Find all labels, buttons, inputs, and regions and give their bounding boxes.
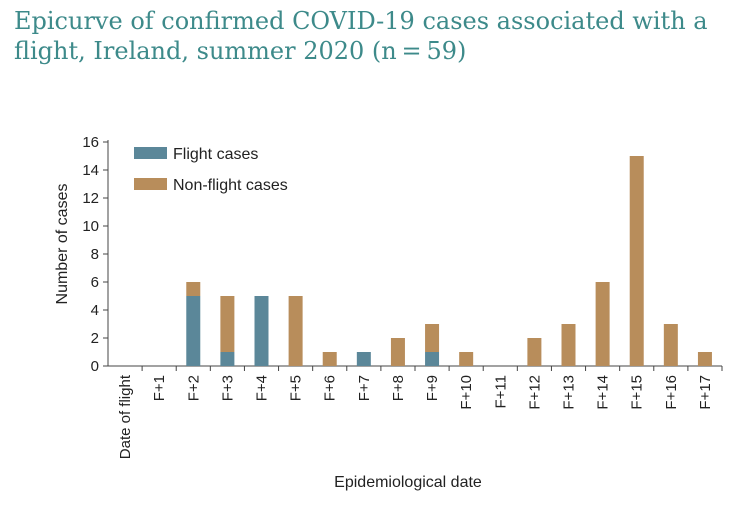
bar-flight-f-7 [356, 352, 371, 366]
x-tick-label: F+7 [356, 375, 373, 401]
x-tick-label: F+16 [663, 375, 680, 410]
bar-nonflight-f-8 [390, 338, 405, 366]
bar-nonflight-f-10 [459, 352, 474, 366]
x-tick-label: F+13 [561, 375, 578, 410]
x-tick-label: F+17 [697, 375, 714, 410]
bar-flight-f-4 [254, 296, 269, 366]
y-tick-label: 6 [91, 274, 99, 291]
x-tick-label: F+9 [424, 375, 441, 401]
bar-nonflight-f-3 [220, 296, 235, 352]
y-tick-label: 4 [91, 302, 99, 319]
bar-flight-f-3 [220, 352, 235, 366]
bar-flight-f-9 [425, 352, 440, 366]
x-tick-label: F+10 [458, 375, 475, 410]
x-axis-label: Epidemiological date [334, 474, 482, 491]
x-tick-label: F+4 [254, 375, 271, 401]
bar-nonflight-f-14 [595, 282, 610, 366]
bar-nonflight-f-15 [629, 156, 644, 366]
y-tick-label: 8 [91, 246, 99, 263]
x-tick-label: F+12 [526, 375, 543, 410]
bar-nonflight-f-16 [663, 324, 678, 366]
x-tick-label: F+2 [185, 375, 202, 401]
bar-nonflight-f-5 [288, 296, 303, 366]
y-tick-label: 2 [91, 330, 99, 347]
y-axis-label: Number of cases [54, 184, 71, 305]
y-tick-label: 10 [82, 218, 99, 235]
x-tick-label: F+14 [595, 375, 612, 410]
y-tick-label: 16 [82, 134, 99, 151]
bar-nonflight-f-13 [561, 324, 576, 366]
x-tick-label: F+5 [288, 375, 305, 401]
x-tick-label: F+1 [151, 375, 168, 401]
bar-nonflight-f-6 [322, 352, 337, 366]
y-tick-label: 12 [82, 190, 99, 207]
x-tick-label: F+8 [390, 375, 407, 401]
x-tick-label: F+15 [629, 375, 646, 410]
bar-nonflight-f-12 [527, 338, 542, 366]
y-tick-label: 14 [82, 162, 99, 179]
x-tick-label: Date of flight [117, 374, 134, 459]
bar-nonflight-f-17 [697, 352, 712, 366]
x-tick-label: F+6 [322, 375, 339, 401]
legend-swatch-flight [134, 147, 167, 159]
x-tick-label: F+11 [492, 375, 509, 409]
legend-swatch-nonflight [134, 178, 167, 190]
chart-title: Epicurve of confirmed COVID-19 cases ass… [14, 7, 708, 65]
legend-label-nonflight: Non-flight cases [173, 177, 288, 194]
legend-label-flight: Flight cases [173, 146, 258, 163]
bar-nonflight-f-9 [425, 324, 440, 352]
bar-flight-f-2 [186, 296, 201, 366]
y-tick-label: 0 [91, 358, 99, 375]
bar-nonflight-f-2 [186, 282, 201, 296]
x-tick-label: F+3 [219, 375, 236, 401]
